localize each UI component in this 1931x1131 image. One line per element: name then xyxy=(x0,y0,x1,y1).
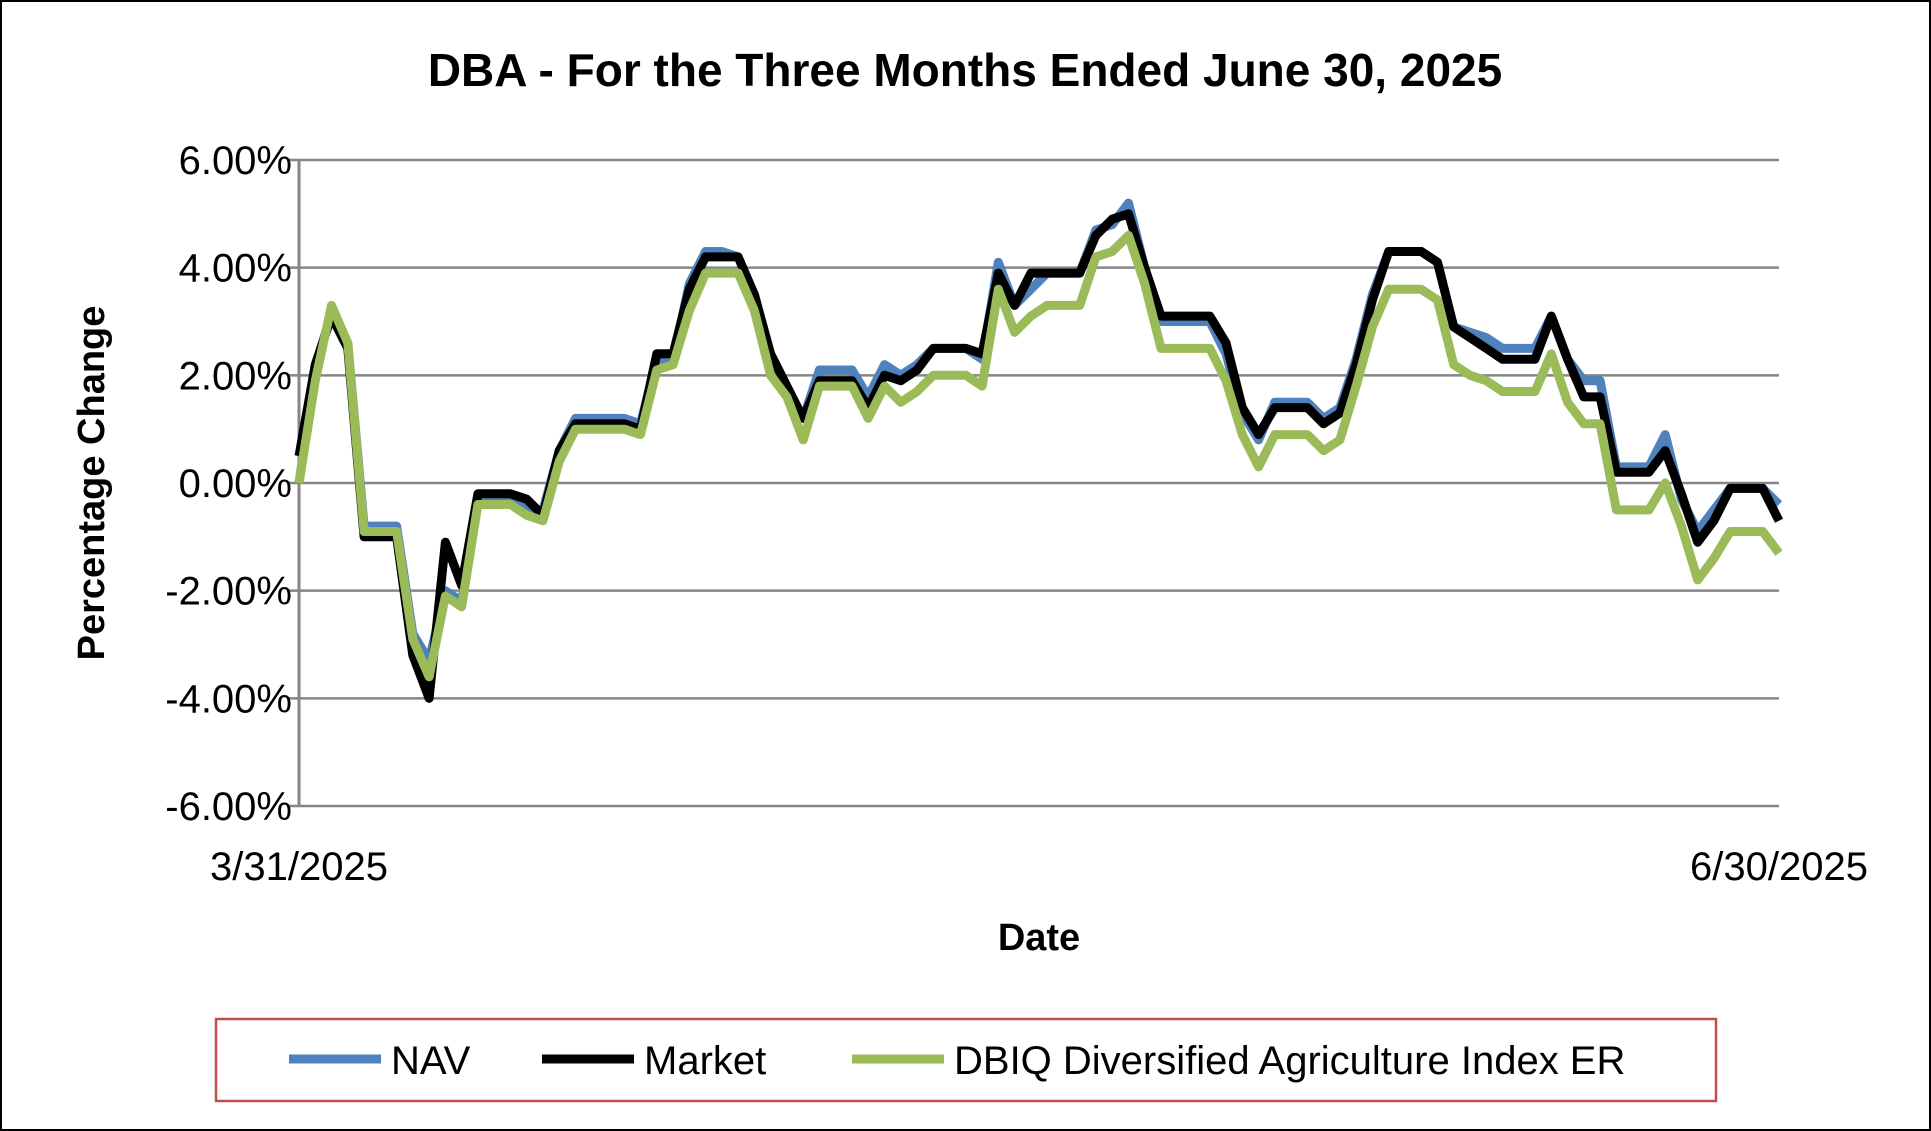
legend-label-market: Market xyxy=(644,1039,766,1083)
x-tick-label-start: 3/31/2025 xyxy=(210,845,388,889)
series-line-index xyxy=(294,230,1783,682)
y-tick-label: 2.00% xyxy=(179,354,292,398)
legend-entry-nav: NAV xyxy=(289,1039,471,1083)
x-tick-label-end: 6/30/2025 xyxy=(1690,845,1868,889)
y-tick-label: -4.00% xyxy=(165,677,292,721)
y-tick-label: -2.00% xyxy=(165,570,292,614)
y-tick-label: -6.00% xyxy=(165,785,292,829)
y-axis-label: Percentage Change xyxy=(71,306,113,661)
gridlines xyxy=(287,158,1779,808)
x-axis-label: Date xyxy=(998,917,1080,959)
y-axis-tick-labels: 6.00% 4.00% 2.00% 0.00% -2.00% -4.00% -6.00% xyxy=(165,139,292,829)
legend-label-index: DBIQ Diversified Agriculture Index ER xyxy=(954,1039,1625,1083)
series-lines xyxy=(294,198,1784,703)
y-tick-label: 4.00% xyxy=(179,247,292,291)
chart-title: DBA - For the Three Months Ended June 30… xyxy=(428,44,1502,96)
y-tick-label: 6.00% xyxy=(179,139,292,183)
legend-box xyxy=(214,1017,1718,1103)
y-tick-label: 0.00% xyxy=(179,462,292,506)
legend-label-nav: NAV xyxy=(391,1039,471,1083)
legend-entry-market: Market xyxy=(542,1039,766,1083)
legend-entry-index: DBIQ Diversified Agriculture Index ER xyxy=(852,1039,1625,1083)
